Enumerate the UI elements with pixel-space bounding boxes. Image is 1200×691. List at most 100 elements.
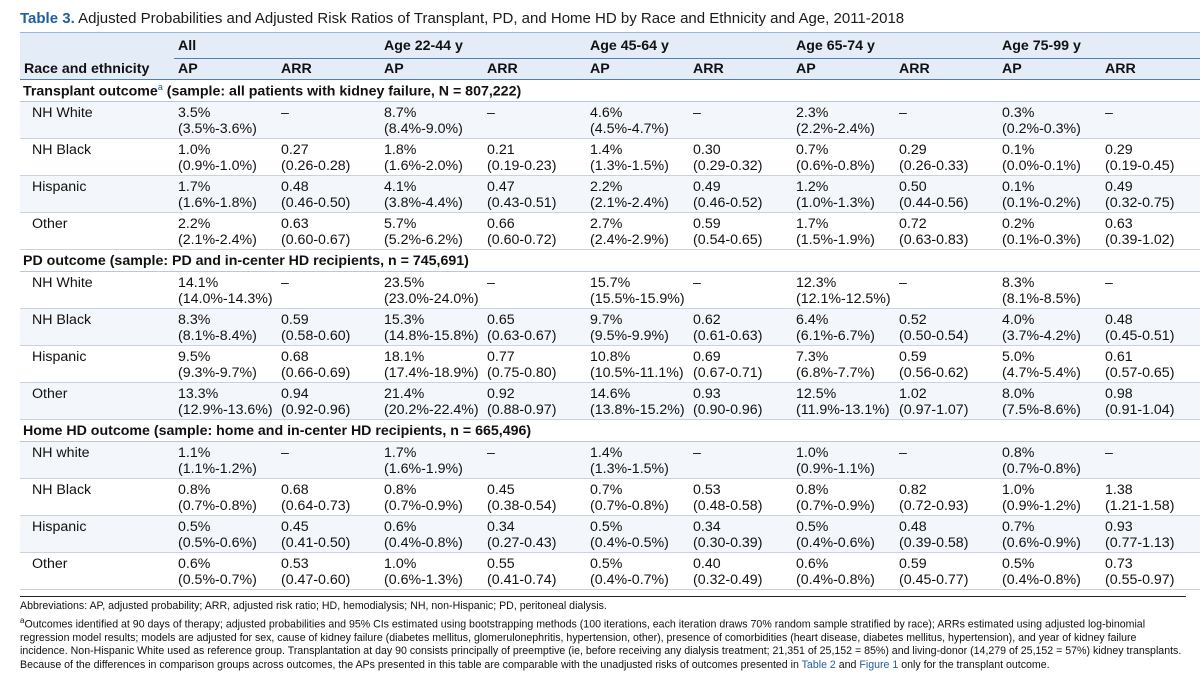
table-title: Table 3. Adjusted Probabilities and Adju… <box>20 8 1186 32</box>
cell-confidence-interval: (0.61-0.63) <box>693 328 763 344</box>
arr-cell: 0.29 (0.26-0.33) <box>895 138 999 176</box>
ap-cell: 1.2% (1.0%-1.3%) <box>792 175 896 213</box>
arr-cell: 0.50 (0.44-0.56) <box>895 175 999 213</box>
ap-cell: 13.3% (12.9%-13.6%) <box>174 382 277 420</box>
arr-cell: 0.40 (0.32-0.49) <box>689 552 793 590</box>
cell-confidence-interval: (0.5%-0.7%) <box>178 572 257 588</box>
ap-cell: 14.6% (13.8%-15.2%) <box>586 382 690 420</box>
cell-confidence-interval: (0.91-1.04) <box>1105 402 1175 418</box>
cell-value: 1.1% <box>178 445 211 461</box>
cell-confidence-interval: (0.6%-0.9%) <box>1002 535 1081 551</box>
header-arr: ARR <box>277 58 381 80</box>
section-header-row: Home HD outcome (sample: home and in-cen… <box>20 419 1200 442</box>
table-2-link[interactable]: Table 2 <box>801 658 836 671</box>
arr-cell: – <box>895 441 999 479</box>
cell-confidence-interval: (12.9%-13.6%) <box>178 402 273 418</box>
header-arr: ARR <box>483 58 587 80</box>
cell-confidence-interval: (3.7%-4.2%) <box>1002 328 1081 344</box>
arr-cell: 0.59 (0.56-0.62) <box>895 345 999 383</box>
cell-confidence-interval: (0.46-0.50) <box>281 195 351 211</box>
arr-cell: – <box>277 101 381 139</box>
table-row: NH Black 8.3% (8.1%-8.4%) 0.59 (0.58-0.60) 15… <box>20 308 1200 346</box>
figure-1-link[interactable]: Figure 1 <box>859 658 899 671</box>
cell-value: 0.59 <box>693 216 721 232</box>
ap-cell: 12.5% (11.9%-13.1%) <box>792 382 896 420</box>
header-ap: AP <box>586 58 690 80</box>
ap-cell: 0.1% (0.1%-0.2%) <box>998 175 1102 213</box>
cell-value: 0.77 <box>487 349 515 365</box>
cell-confidence-interval: (0.19-0.45) <box>1105 158 1175 174</box>
cell-value: 4.0% <box>1002 312 1035 328</box>
cell-confidence-interval: (0.19-0.23) <box>487 158 557 174</box>
arr-cell: 0.69 (0.67-0.71) <box>689 345 793 383</box>
arr-cell: 0.65 (0.63-0.67) <box>483 308 587 346</box>
cell-value: 1.02 <box>899 386 927 402</box>
ap-cell: 18.1% (17.4%-18.9%) <box>380 345 484 383</box>
arr-cell: 0.34 (0.27-0.43) <box>483 515 587 553</box>
ap-cell: 1.0% (0.9%-1.0%) <box>174 138 277 176</box>
arr-cell: – <box>483 101 587 139</box>
cell-value: 0.49 <box>693 179 721 195</box>
cell-value: 8.0% <box>1002 386 1035 402</box>
header-ap: AP <box>998 58 1102 80</box>
cell-confidence-interval: (0.75-0.80) <box>487 365 557 381</box>
arr-cell: 0.29 (0.19-0.45) <box>1101 138 1200 176</box>
row-label: NH white <box>20 441 174 479</box>
cell-confidence-interval: (0.50-0.54) <box>899 328 969 344</box>
ap-cell: 0.7% (0.6%-0.8%) <box>792 138 896 176</box>
cell-confidence-interval: (0.90-0.96) <box>693 402 763 418</box>
cell-confidence-interval: (1.5%-1.9%) <box>796 232 875 248</box>
section-title: Home HD outcome (sample: home and in-cen… <box>20 419 1200 442</box>
cell-value: 9.5% <box>178 349 211 365</box>
cell-value: 0.65 <box>487 312 515 328</box>
section-header-row: PD outcome (sample: PD and in-center HD … <box>20 249 1200 272</box>
ap-cell: 0.6% (0.5%-0.7%) <box>174 552 277 590</box>
cell-confidence-interval: (0.48-0.58) <box>693 498 763 514</box>
row-label: Hispanic <box>20 175 174 213</box>
arr-cell: 0.59 (0.58-0.60) <box>277 308 381 346</box>
table-row: Hispanic 1.7% (1.6%-1.8%) 0.48 (0.46-0.50) 4.… <box>20 175 1200 213</box>
ap-cell: 1.4% (1.3%-1.5%) <box>586 138 690 176</box>
cell-value: 2.3% <box>796 105 829 121</box>
cell-value: 0.47 <box>487 179 515 195</box>
ap-cell: 1.7% (1.6%-1.9%) <box>380 441 484 479</box>
header-arr: ARR <box>1101 58 1200 80</box>
arr-cell: 0.63 (0.60-0.67) <box>277 212 381 250</box>
ap-cell: 4.6% (4.5%-4.7%) <box>586 101 690 139</box>
cell-value: 4.6% <box>590 105 623 121</box>
cell-confidence-interval: (0.4%-0.5%) <box>590 535 669 551</box>
cell-value: 0.5% <box>1002 556 1035 572</box>
table-row: NH Black 1.0% (0.9%-1.0%) 0.27 (0.26-0.28) 1.… <box>20 138 1200 176</box>
arr-cell: 0.53 (0.48-0.58) <box>689 478 793 516</box>
section-title: PD outcome (sample: PD and in-center HD … <box>20 249 1200 272</box>
table-row: NH White 3.5% (3.5%-3.6%) –8.7% (8.4%-9.0%) –… <box>20 101 1200 139</box>
table-row: NH white 1.1% (1.1%-1.2%) –1.7% (1.6%-1.9%) –… <box>20 441 1200 479</box>
ap-cell: 0.7% (0.6%-0.9%) <box>998 515 1102 553</box>
cell-confidence-interval: (0.66-0.69) <box>281 365 351 381</box>
cell-value: 0.7% <box>1002 519 1035 535</box>
cell-confidence-interval: (20.2%-22.4%) <box>384 402 479 418</box>
cell-value: 0.59 <box>281 312 309 328</box>
section-title-text: PD outcome (sample: PD and in-center HD … <box>23 252 469 269</box>
ap-cell: 2.2% (2.1%-2.4%) <box>586 175 690 213</box>
cell-value: – <box>1105 275 1113 291</box>
table-row: NH Black 0.8% (0.7%-0.8%) 0.68 (0.64-0.73) 0.… <box>20 478 1200 516</box>
ap-cell: 0.6% (0.4%-0.8%) <box>380 515 484 553</box>
cell-confidence-interval: (0.32-0.49) <box>693 572 763 588</box>
section-header-row: Transplant outcomea (sample: all patient… <box>20 79 1200 102</box>
cell-confidence-interval: (3.5%-3.6%) <box>178 121 257 137</box>
cell-confidence-interval: (1.6%-1.8%) <box>178 195 257 211</box>
ap-cell: 0.6% (0.4%-0.8%) <box>792 552 896 590</box>
row-label: NH Black <box>20 308 174 346</box>
row-label: NH Black <box>20 138 174 176</box>
section-title-text: Home HD outcome (sample: home and in-cen… <box>23 422 532 439</box>
cell-value: 0.2% <box>1002 216 1035 232</box>
ap-cell: 8.3% (8.1%-8.5%) <box>998 271 1102 309</box>
ap-cell: 1.0% (0.9%-1.2%) <box>998 478 1102 516</box>
cell-confidence-interval: (4.5%-4.7%) <box>590 121 669 137</box>
cell-confidence-interval: (0.9%-1.1%) <box>796 461 875 477</box>
cell-value: 0.68 <box>281 482 309 498</box>
cell-value: – <box>899 275 907 291</box>
cell-value: 18.1% <box>384 349 425 365</box>
cell-confidence-interval: (0.26-0.33) <box>899 158 969 174</box>
